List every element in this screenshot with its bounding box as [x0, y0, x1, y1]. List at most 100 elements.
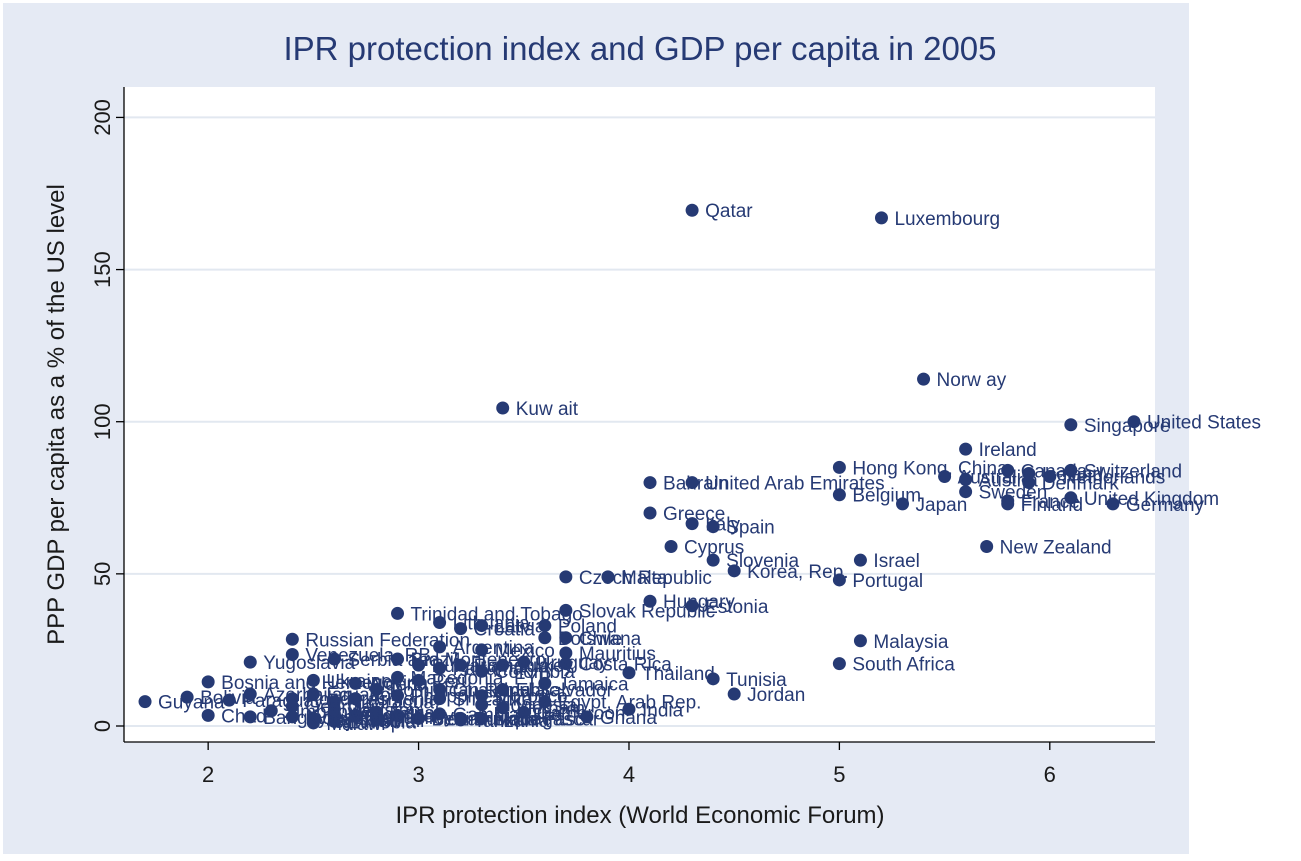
gridlines [124, 116, 1155, 727]
data-point [938, 469, 952, 483]
data-point [433, 661, 447, 675]
data-point [959, 485, 973, 499]
data-point [138, 695, 152, 709]
data-point [643, 506, 657, 520]
data-label: France [1021, 492, 1080, 513]
data-label: Botswana [558, 629, 642, 650]
data-label: Honduras [305, 690, 387, 711]
data-label: Nicaragua [347, 693, 434, 714]
data-point [496, 701, 510, 715]
y-tick-label: 200 [90, 99, 115, 136]
data-label: Zimbabwe [284, 702, 372, 723]
data-label: Korea, Rep. [747, 562, 848, 583]
y-tick-label: 100 [90, 403, 115, 440]
data-point [1001, 497, 1015, 511]
data-point [1064, 463, 1078, 477]
data-label: Bolivia [200, 688, 256, 709]
data-label: Australia [958, 467, 1032, 488]
data-label: Austria [979, 471, 1039, 492]
data-label: Slovak Republic [579, 601, 715, 622]
data-point [517, 655, 531, 669]
data-label: Latvia [495, 617, 546, 638]
data-point [643, 476, 657, 490]
chart-title: IPR protection index and GDP per capita … [284, 30, 997, 67]
data-label: Singapore [1084, 416, 1171, 437]
data-label: Mauritius [579, 644, 656, 665]
data-label: Denmark [1042, 474, 1120, 495]
data-point [664, 539, 678, 553]
data-label: Algeria [368, 674, 428, 695]
data-label: Slovenia [726, 551, 799, 572]
data-labels: Qatar Luxembourg Norw ay Kuw ait United Stat… [158, 201, 1261, 735]
data-label: Tunisia [726, 670, 787, 691]
data-label: El Salvador [516, 680, 614, 701]
data-label: Bangladesh [263, 708, 363, 729]
data-label: Uruguay [537, 653, 609, 674]
data-point [306, 673, 320, 687]
data-point [475, 689, 489, 703]
data-label: Peru [432, 671, 472, 692]
data-point [706, 553, 720, 567]
data-label: Benin [432, 709, 481, 730]
data-point [559, 631, 573, 645]
data-label: Tajikistan [326, 711, 404, 732]
data-point [454, 622, 468, 636]
data-label: Chile [579, 629, 622, 650]
data-label: Morocco [495, 687, 568, 708]
data-point [685, 203, 699, 217]
data-point [496, 682, 510, 696]
data-label: Chad [221, 706, 266, 727]
data-point [391, 652, 405, 666]
data-point [412, 673, 426, 687]
data-label: Poland [558, 617, 617, 638]
data-label: Tanzania [474, 711, 550, 732]
data-point [391, 708, 405, 722]
y-axis-title: PPP GDP per capita as a % of the US leve… [43, 184, 70, 645]
data-point [1001, 463, 1015, 477]
data-point [727, 687, 741, 701]
data-point [622, 666, 636, 680]
data-point [622, 702, 636, 716]
data-label: Russian Federation [305, 630, 470, 651]
data-point [285, 710, 299, 724]
data-point [433, 682, 447, 696]
data-label: Malta [621, 568, 668, 589]
data-label: United Kingdom [1084, 489, 1219, 510]
data-point [559, 603, 573, 617]
data-label: Estonia [705, 597, 769, 618]
data-point [201, 708, 215, 722]
data-point [874, 211, 888, 225]
data-label: Malawi [326, 714, 385, 735]
data-point [832, 488, 846, 502]
data-label: Japan [916, 495, 968, 516]
data-label: Kuw ait [516, 399, 579, 420]
data-label: Georgia [305, 697, 373, 718]
data-point [685, 476, 699, 490]
data-label: United States [1147, 413, 1261, 434]
data-label: Serbia and Montenegro [347, 650, 546, 671]
data-label: Zambia [326, 709, 390, 730]
data-point [685, 599, 699, 613]
data-label: Ireland [979, 440, 1037, 461]
data-point [853, 553, 867, 567]
data-point [959, 473, 973, 487]
data-label: Philippines [411, 687, 503, 708]
data-label: United Arab Emirates [705, 474, 885, 495]
data-label: Panama [453, 659, 524, 680]
data-points [138, 203, 1141, 730]
x-tick-label: 6 [1044, 762, 1056, 787]
data-point [454, 658, 468, 672]
data-point [538, 619, 552, 633]
data-label: Guyana [158, 693, 225, 714]
data-point [496, 401, 510, 415]
data-label: Ukraine [326, 671, 391, 692]
data-point [832, 573, 846, 587]
data-label: Vietnam [516, 699, 585, 720]
data-label: Luxembourg [894, 209, 1000, 230]
data-point [853, 634, 867, 648]
data-point [285, 632, 299, 646]
data-label: Turkey [516, 656, 574, 677]
data-label: Mongolia [347, 705, 425, 726]
data-point [517, 705, 531, 719]
